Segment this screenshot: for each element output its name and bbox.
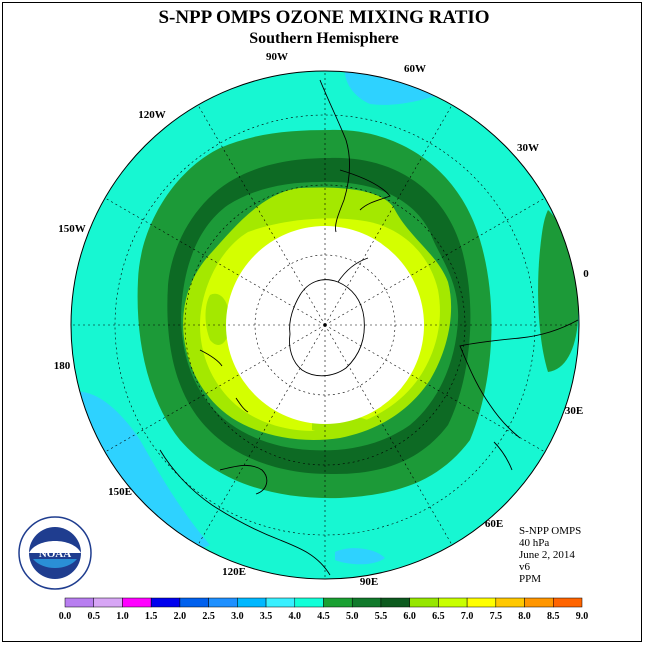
graticule bbox=[71, 71, 579, 579]
longitude-label: 180 bbox=[54, 360, 71, 372]
info-instrument: S-NPP OMPS bbox=[519, 525, 582, 537]
blue-patch-south bbox=[335, 548, 385, 565]
colorbar-tick-label: 9.0 bbox=[576, 611, 589, 622]
map-boundary bbox=[70, 70, 580, 580]
colorbar-segment bbox=[294, 597, 324, 608]
longitude-labels: 90W 60W 120W 30W 150W 0 180 30E 150E 60E 120E 90E bbox=[54, 51, 590, 588]
green-patch-east bbox=[538, 210, 579, 372]
colorbar-segment bbox=[64, 597, 94, 608]
colorbar-segment bbox=[351, 597, 382, 608]
blue-patch-southwest bbox=[72, 391, 210, 549]
colorbar-tick-label: 8.0 bbox=[518, 611, 531, 622]
colorbar-segment bbox=[265, 597, 296, 608]
colorbar-tick-label: 0.5 bbox=[87, 611, 100, 622]
south-pole-dot bbox=[323, 323, 327, 327]
longitude-label: 90W bbox=[266, 51, 288, 63]
colorbar-tick-label: 6.0 bbox=[403, 611, 416, 622]
meridian-line bbox=[324, 324, 453, 546]
color-bar: 0.0 0.5 1.0 1.5 2.0 2.5 3.0 3.5 4.0 4.5 5.0 5.5 6.0 6… bbox=[59, 597, 589, 622]
longitude-label: 120W bbox=[138, 109, 166, 121]
colorbar-segment bbox=[466, 597, 497, 608]
colorbar-tick-label: 4.0 bbox=[289, 611, 302, 622]
colorbar-tick-label: 5.0 bbox=[346, 611, 359, 622]
colorbar-tick-label: 4.5 bbox=[317, 611, 330, 622]
meridian-line bbox=[197, 104, 326, 326]
colorbar-segment bbox=[122, 597, 152, 608]
noaa-logo: NOAA bbox=[18, 516, 92, 590]
longitude-label: 60W bbox=[404, 63, 426, 75]
colorbar-segment bbox=[409, 597, 439, 608]
colorbar-tick-label: 1.0 bbox=[116, 611, 129, 622]
colorbar-segment bbox=[380, 597, 410, 608]
meridian-line bbox=[324, 104, 453, 326]
longitude-label: 60E bbox=[485, 518, 503, 530]
colorbar-segment bbox=[237, 597, 267, 608]
colorbar-segment bbox=[495, 597, 525, 608]
longitude-label: 150E bbox=[108, 486, 132, 498]
longitude-label: 30W bbox=[517, 142, 539, 154]
map-subtitle: Southern Hemisphere bbox=[249, 30, 399, 47]
colorbar-tick-label: 2.5 bbox=[202, 611, 215, 622]
colorbar-segment bbox=[553, 597, 583, 608]
info-pressure: 40 hPa bbox=[519, 537, 550, 549]
meridian-line bbox=[324, 324, 546, 453]
longitude-label: 30E bbox=[565, 405, 583, 417]
colorbar-segment bbox=[524, 597, 554, 608]
colorbar-tick-label: 1.5 bbox=[145, 611, 158, 622]
noaa-logo-text: NOAA bbox=[39, 548, 71, 560]
longitude-label: 0 bbox=[583, 268, 589, 280]
colorbar-segment bbox=[150, 597, 181, 608]
longitude-label: 120E bbox=[222, 566, 246, 578]
colorbar-segment bbox=[323, 597, 353, 608]
colorbar-tick-label: 5.5 bbox=[375, 611, 388, 622]
colorbar-segment bbox=[438, 597, 468, 608]
colorbar-segment bbox=[179, 597, 209, 608]
colorbar-segment bbox=[93, 597, 123, 608]
longitude-label: 150W bbox=[58, 223, 86, 235]
colorbar-tick-label: 8.5 bbox=[547, 611, 560, 622]
map-title: S-NPP OMPS OZONE MIXING RATIO bbox=[158, 7, 490, 28]
colorbar-tick-label: 3.0 bbox=[231, 611, 244, 622]
colorbar-tick-label: 0.0 bbox=[59, 611, 72, 622]
colorbar-tick-label: 3.5 bbox=[260, 611, 273, 622]
colorbar-tick-label: 7.0 bbox=[461, 611, 474, 622]
colorbar-segment bbox=[208, 597, 238, 608]
colorbar-tick-label: 7.5 bbox=[490, 611, 503, 622]
colorbar-tick-label: 6.5 bbox=[432, 611, 445, 622]
colorbar-tick-label: 2.0 bbox=[174, 611, 187, 622]
longitude-label: 90E bbox=[360, 576, 378, 588]
info-version: v6 bbox=[519, 561, 530, 573]
meridian-line bbox=[197, 324, 326, 546]
light-green-spot-1 bbox=[205, 293, 230, 345]
meridian-line bbox=[104, 324, 326, 453]
meridian-line bbox=[104, 197, 326, 326]
plot-frame bbox=[2, 2, 642, 642]
info-units: PPM bbox=[519, 573, 542, 585]
info-date: June 2, 2014 bbox=[519, 549, 575, 561]
meridian-line bbox=[324, 197, 546, 326]
